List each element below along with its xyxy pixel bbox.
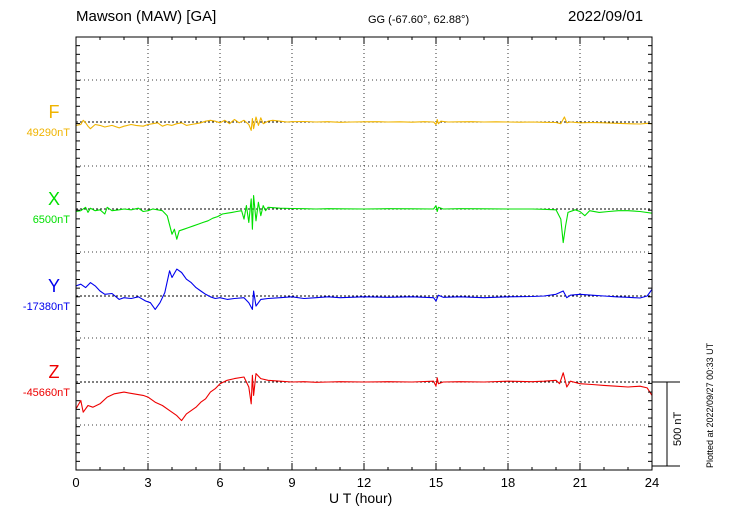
x-tick-label: 15 [429, 475, 443, 490]
channel-name-x: X [47, 189, 60, 209]
baseline-value-x: 6500nT [32, 214, 70, 226]
plotted-timestamp: Plotted at 2022/09/27 00:33 UT [705, 342, 715, 468]
series-line-x [75, 195, 653, 244]
x-tick-label: 9 [288, 475, 295, 490]
channel-name-f: F [48, 102, 60, 122]
station-coordinates: GG (-67.60°, 62.88°) [368, 14, 470, 26]
grid-lines [76, 37, 652, 470]
x-tick-label: 6 [216, 475, 223, 490]
x-tick-label: 12 [357, 475, 371, 490]
x-tick-label: 3 [144, 475, 151, 490]
x-tick-label: 0 [72, 475, 79, 490]
station-title: Mawson (MAW) [GA] [76, 8, 217, 25]
channel-name-z: Z [48, 362, 60, 382]
x-axis-label: U T (hour) [329, 490, 393, 506]
scale-bar [652, 381, 680, 467]
series-line-f [75, 116, 653, 131]
x-tick-label: 21 [573, 475, 587, 490]
series-line-z [75, 372, 653, 422]
baseline-value-z: -45660nT [22, 387, 70, 399]
baseline-value-f: 49290nT [26, 127, 70, 139]
baseline-value-y: -17380nT [22, 301, 70, 313]
plot-date: 2022/09/01 [568, 8, 644, 25]
axis-ticks: 0 3 6 9 12 15 18 21 24 [72, 36, 659, 490]
series-group [75, 116, 653, 422]
scale-bar-label: 500 nT [672, 411, 684, 446]
x-tick-label: 18 [501, 475, 515, 490]
channel-name-y: Y [47, 276, 60, 296]
series-line-y [75, 268, 653, 310]
x-tick-label: 24 [645, 475, 659, 490]
